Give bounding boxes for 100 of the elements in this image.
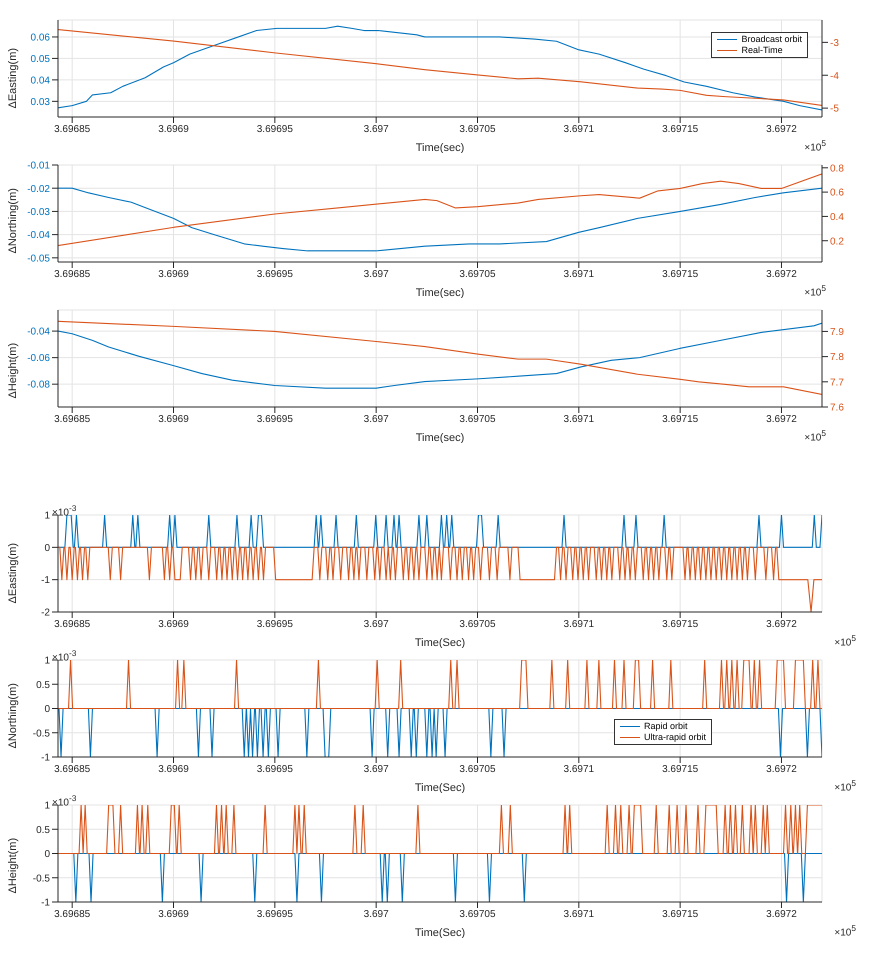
y-tick-label: -0.5 bbox=[32, 873, 50, 884]
x-axis-title: Time(Sec) bbox=[414, 637, 466, 649]
x-tick-label: 3.697 bbox=[364, 764, 390, 776]
line-series bbox=[58, 188, 822, 252]
y-tick-label: 1 bbox=[44, 656, 50, 667]
x-tick-label: 3.69715 bbox=[662, 269, 699, 280]
text: ×10$^{5}$ bbox=[834, 922, 856, 938]
x-tick-label: 3.69705 bbox=[459, 909, 496, 920]
x-tick-label: 3.69685 bbox=[54, 909, 91, 920]
x-tick-label: 3.69685 bbox=[54, 414, 91, 426]
y2-tick-label: -5 bbox=[830, 104, 840, 115]
x-tick-label: 3.69695 bbox=[256, 269, 294, 280]
legend-label: Rapid orbit bbox=[644, 721, 688, 732]
x-tick-label: 3.6971 bbox=[564, 269, 595, 280]
y2-tick-label: 0.6 bbox=[830, 188, 844, 199]
x-tick-label: 3.69695 bbox=[256, 764, 294, 776]
x-tick-label: 3.6971 bbox=[564, 909, 595, 920]
x-tick-label: 3.69715 bbox=[662, 619, 699, 630]
x-tick-label: 3.69695 bbox=[256, 619, 294, 630]
y-tick-label: -0.01 bbox=[27, 160, 50, 172]
x-tick-label: 3.6969 bbox=[158, 124, 190, 136]
line-series bbox=[58, 173, 822, 246]
x-axis-title: Time(sec) bbox=[416, 287, 464, 299]
y-tick-label: 1 bbox=[44, 510, 50, 522]
y2-tick-label: 7.8 bbox=[830, 352, 844, 364]
y-tick-label: -0.06 bbox=[27, 353, 50, 364]
x-tick-label: 3.69705 bbox=[459, 764, 496, 776]
y-tick-label: 0.05 bbox=[30, 54, 50, 65]
x-tick-label: 3.69695 bbox=[256, 414, 294, 426]
x-tick-label: 3.6971 bbox=[564, 124, 595, 136]
x-tick-label: 3.69705 bbox=[459, 414, 496, 426]
legend-label: Broadcast orbit bbox=[741, 34, 802, 45]
y-tick-label: -0.04 bbox=[27, 230, 50, 242]
y-tick-label: -2 bbox=[41, 608, 50, 619]
x-tick-label: 3.6969 bbox=[158, 619, 190, 630]
y-tick-label: -1 bbox=[41, 575, 50, 586]
text: ×10$^{5}$ bbox=[834, 632, 856, 648]
legend-label: Real-Time bbox=[741, 45, 783, 56]
y-tick-label: 1 bbox=[44, 800, 50, 812]
x-tick-label: 3.6971 bbox=[564, 619, 595, 630]
text: ×10$^{5}$ bbox=[834, 778, 856, 793]
x-tick-label: 3.6972 bbox=[766, 909, 798, 920]
x-tick-label: 3.697 bbox=[364, 909, 390, 920]
y-tick-label: -1 bbox=[41, 898, 50, 909]
x-tick-label: 3.6969 bbox=[158, 414, 190, 426]
x-axis-title: Time(sec) bbox=[416, 142, 464, 154]
legend-label: Ultra-rapid orbit bbox=[644, 732, 706, 743]
x-tick-label: 3.6969 bbox=[158, 269, 190, 280]
y2-tick-label: 0.2 bbox=[830, 236, 844, 248]
x-tick-label: 3.697 bbox=[364, 414, 390, 426]
x-tick-label: 3.6972 bbox=[766, 764, 798, 776]
y2-tick-label: 7.6 bbox=[830, 402, 844, 414]
text: ×10$^{5}$ bbox=[804, 138, 826, 153]
annotation: ×10$^{-3}$ bbox=[52, 793, 76, 808]
y-axis-title: ΔHeight(m) bbox=[6, 838, 19, 894]
y-tick-label: -0.03 bbox=[27, 206, 50, 218]
x-tick-label: 3.69705 bbox=[459, 269, 496, 280]
y-tick-label: 0 bbox=[44, 849, 50, 860]
y2-tick-label: 7.7 bbox=[830, 377, 844, 388]
x-tick-label: 3.6972 bbox=[766, 269, 798, 280]
y-tick-label: 0.03 bbox=[30, 96, 50, 108]
x-tick-label: 3.6972 bbox=[766, 124, 798, 136]
y2-tick-label: -4 bbox=[830, 70, 840, 82]
x-tick-label: 3.697 bbox=[364, 269, 390, 280]
x-tick-label: 3.69685 bbox=[54, 619, 91, 630]
x-tick-label: 3.69715 bbox=[662, 414, 699, 426]
y-axis-title: ΔHeight(m) bbox=[6, 342, 19, 398]
y2-tick-label: 0.8 bbox=[830, 163, 844, 174]
y-tick-label: 0.04 bbox=[30, 75, 50, 86]
y-tick-label: 0.06 bbox=[30, 32, 50, 44]
x-tick-label: 3.6972 bbox=[766, 414, 798, 426]
y-tick-label: -0.08 bbox=[27, 380, 50, 391]
y-tick-label: 0 bbox=[44, 704, 50, 716]
y2-tick-label: -3 bbox=[830, 38, 840, 49]
x-tick-label: 3.69705 bbox=[459, 619, 496, 630]
x-tick-label: 3.69685 bbox=[54, 764, 91, 776]
y-tick-label: -1 bbox=[41, 752, 50, 764]
x-axis-title: Time(Sec) bbox=[414, 782, 466, 794]
x-tick-label: 3.69715 bbox=[662, 124, 699, 136]
x-tick-label: 3.6969 bbox=[158, 764, 190, 776]
x-tick-label: 3.69685 bbox=[54, 124, 91, 136]
x-tick-label: 3.697 bbox=[364, 619, 390, 630]
y-tick-label: -0.5 bbox=[32, 728, 50, 740]
x-tick-label: 3.69715 bbox=[662, 909, 699, 920]
x-tick-label: 3.697 bbox=[364, 124, 390, 136]
annotation: ×10$^{-3}$ bbox=[52, 503, 76, 518]
x-tick-label: 3.69715 bbox=[662, 764, 699, 776]
x-tick-label: 3.69685 bbox=[54, 269, 91, 280]
y2-tick-label: 0.4 bbox=[830, 212, 844, 223]
x-tick-label: 3.69695 bbox=[256, 909, 294, 920]
x-axis-title: Time(sec) bbox=[416, 432, 464, 444]
y-tick-label: -0.04 bbox=[27, 326, 50, 338]
x-tick-label: 3.69705 bbox=[459, 124, 496, 136]
y-tick-label: 0 bbox=[44, 542, 50, 554]
x-tick-label: 3.6971 bbox=[564, 414, 595, 426]
y2-tick-label: 7.9 bbox=[830, 326, 844, 338]
x-tick-label: 3.6971 bbox=[564, 764, 595, 776]
x-tick-label: 3.6972 bbox=[766, 619, 798, 630]
y-axis-title: ΔEasting(m) bbox=[6, 542, 19, 604]
y-axis-title: ΔNorthing(m) bbox=[6, 683, 19, 748]
